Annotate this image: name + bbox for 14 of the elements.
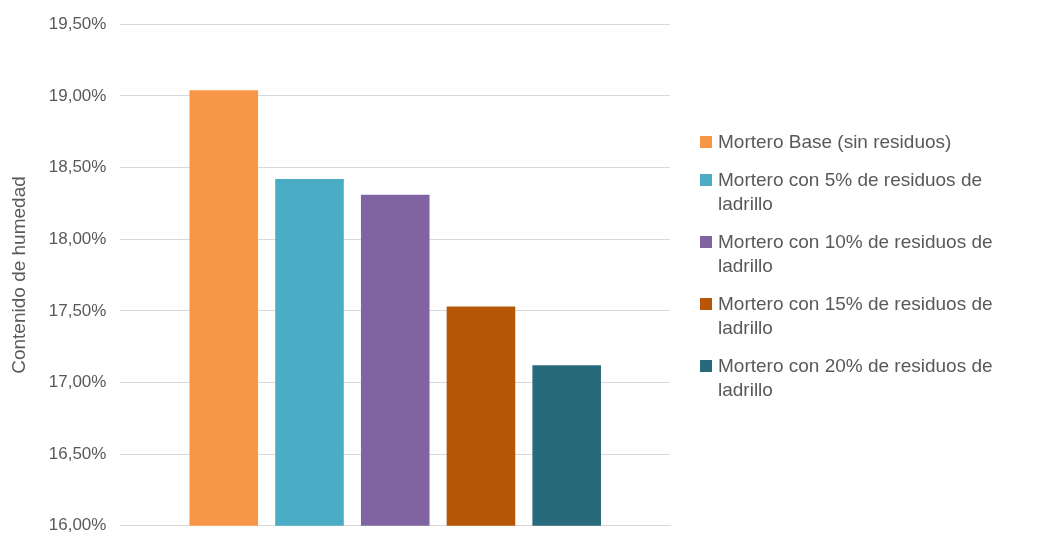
y-tick-label: 18,50% <box>48 157 107 177</box>
y-axis-title: Contenido de humedad <box>7 176 29 374</box>
y-tick-label: 17,00% <box>48 372 107 392</box>
y-tick-label: 19,50% <box>48 13 107 33</box>
y-tick-label: 16,00% <box>48 515 107 535</box>
legend-label: Mortero con 20% de residuos de ladrillo <box>718 354 994 402</box>
y-tick-label: 17,50% <box>48 300 107 320</box>
y-tick-label: 19,00% <box>48 85 107 105</box>
y-tick-label: 18,00% <box>48 228 107 248</box>
legend-label: Mortero Base (sin residuos) <box>718 130 952 154</box>
legend-label: Mortero con 5% de residuos de ladrillo <box>718 168 984 216</box>
legend-label: Mortero con 10% de residuos de ladrillo <box>718 230 994 278</box>
legend-label: Mortero con 15% de residuos de ladrillo <box>718 292 994 340</box>
y-tick-label: 16,50% <box>48 443 107 463</box>
